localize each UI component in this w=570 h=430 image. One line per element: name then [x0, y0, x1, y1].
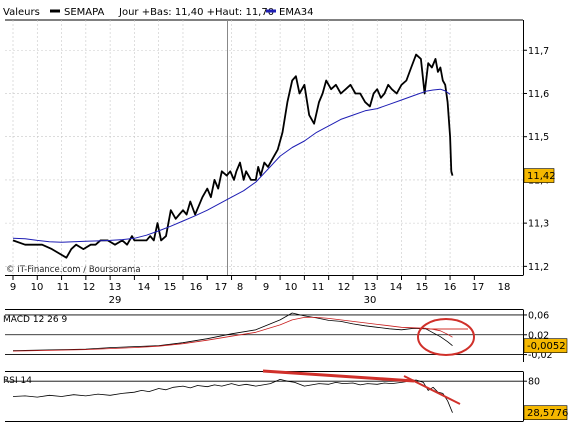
- macd-series-signal: [12, 316, 453, 352]
- macd-last-value-badge: [523, 338, 568, 353]
- x-date-label: 29: [109, 295, 122, 306]
- main-ytick-label: 11,5: [528, 132, 549, 143]
- x-tick-label: 15: [416, 282, 429, 293]
- main-ytick-label: 11,3: [528, 219, 549, 230]
- x-tick-label: 11: [312, 282, 325, 293]
- x-date-label: 30: [364, 295, 377, 306]
- annotations: [262, 318, 475, 405]
- x-tick-label: 10: [285, 282, 298, 293]
- rsi-break-line: [403, 375, 461, 405]
- main-ytick-label: 11,6: [528, 89, 549, 100]
- main-last-value-label: 11,42: [527, 171, 556, 182]
- legend-valeurs-label: Valeurs: [3, 7, 40, 18]
- x-tick-label: 8: [237, 282, 243, 293]
- x-tick-label: 14: [138, 282, 151, 293]
- main-series-ema34: [12, 88, 451, 243]
- main-ytick-label: 11,2: [528, 262, 549, 273]
- x-tick-label: 17: [215, 282, 228, 293]
- rsi-ytick-label: 80: [528, 377, 540, 388]
- x-tick-label: 16: [444, 282, 457, 293]
- rsi-last-value-badge: [523, 405, 568, 420]
- x-tick-label: 9: [10, 282, 16, 293]
- macd-ytick-label: 0,02: [528, 330, 549, 341]
- main-ytick-label: 11,7: [528, 46, 549, 57]
- x-tick-label: 9: [263, 282, 269, 293]
- x-tick-label: 13: [364, 282, 377, 293]
- x-tick-label: 13: [109, 282, 122, 293]
- x-tick-label: 15: [164, 282, 177, 293]
- main-series-semapa: [12, 53, 454, 259]
- x-tick-label: 12: [338, 282, 351, 293]
- legend-ema-name: EMA34: [279, 7, 314, 18]
- rsi-series-rsi-14: [12, 378, 453, 413]
- rsi-trendline: [262, 369, 415, 383]
- macd-panel: MACD 12 26 9: [3, 309, 524, 362]
- macd-ytick-label: -0,02: [528, 350, 553, 361]
- x-tick-label: 12: [83, 282, 96, 293]
- legend: Valeurs SEMAPA Jour +Bas: 11,40 +Haut: 1…: [3, 7, 314, 18]
- macd-annotation-circle: [417, 318, 475, 356]
- macd-title: MACD 12 26 9: [3, 315, 67, 325]
- x-tick-label: 16: [190, 282, 203, 293]
- legend-series-name: SEMAPA: [64, 7, 105, 18]
- macd-series-macd: [12, 312, 453, 351]
- legend-range-text: Jour +Bas: 11,40 +Haut: 11,70: [118, 7, 274, 18]
- macd-last-value-label: -0,0052: [527, 341, 566, 352]
- x-tick-label: 10: [31, 282, 44, 293]
- rsi-last-value-label: 28,5776: [527, 408, 568, 419]
- macd-ytick-label: 0,06: [528, 310, 549, 321]
- main-panel: © IT-Finance.com / Boursorama: [5, 19, 524, 276]
- x-tick-label: 17: [472, 282, 485, 293]
- watermark: © IT-Finance.com / Boursorama: [6, 265, 141, 275]
- x-tick-label: 14: [390, 282, 403, 293]
- main-last-value-badge: [523, 168, 555, 183]
- x-tick-label: 11: [57, 282, 70, 293]
- x-tick-label: 18: [498, 282, 511, 293]
